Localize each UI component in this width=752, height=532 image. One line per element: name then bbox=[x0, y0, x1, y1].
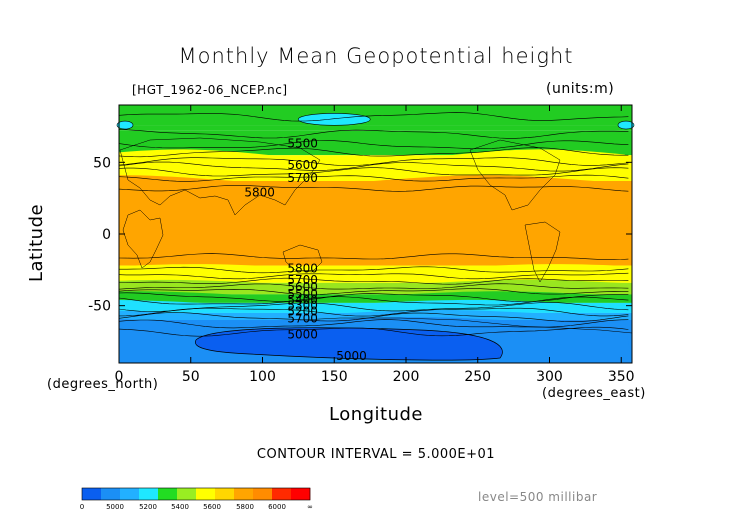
axes: 0 50 100 150 200 250 300 350 -50 0 50 bbox=[88, 104, 635, 385]
y-tick-label: 0 bbox=[102, 227, 111, 243]
contour-label: 5000 bbox=[287, 327, 318, 341]
plot-area bbox=[116, 105, 635, 363]
band-edge bbox=[119, 299, 632, 313]
colorbar-frame bbox=[81, 487, 311, 501]
contour-labels: 5500560057005800580057005600550054005300… bbox=[244, 137, 366, 363]
band-edge bbox=[119, 291, 632, 303]
colorbar-swatch bbox=[139, 488, 159, 500]
colorbar-swatch bbox=[253, 488, 273, 500]
coastline bbox=[299, 317, 633, 334]
contour-line bbox=[118, 157, 629, 166]
y-unit-label: (degrees_north) bbox=[47, 377, 159, 392]
units-label: (units:m) bbox=[546, 81, 615, 97]
x-tick-label: 0 bbox=[115, 369, 124, 385]
contour-label: 5400 bbox=[287, 293, 318, 307]
x-unit-label: (degrees_east) bbox=[542, 386, 646, 401]
contour-line bbox=[118, 174, 629, 182]
contour-label: 5600 bbox=[287, 280, 318, 294]
x-tick-label: 350 bbox=[608, 369, 635, 385]
coastline bbox=[524, 221, 561, 283]
contour-line bbox=[118, 302, 629, 312]
x-tick-label: 100 bbox=[249, 369, 276, 385]
contour-line bbox=[118, 185, 629, 192]
colorbar-swatch bbox=[215, 488, 235, 500]
contour-interval-text: CONTOUR INTERVAL = 5.000E+01 bbox=[256, 447, 496, 462]
contour-line bbox=[118, 288, 629, 295]
contour-line bbox=[119, 266, 629, 274]
contour-label: 5800 bbox=[287, 261, 318, 275]
contour-line bbox=[118, 112, 629, 122]
x-tick-label: 250 bbox=[464, 369, 491, 385]
x-tick-label: 150 bbox=[321, 369, 348, 385]
contour-line bbox=[118, 147, 629, 158]
contour-label: 5600 bbox=[287, 158, 318, 172]
colorbar-label: 5800 bbox=[236, 503, 254, 511]
contour-line bbox=[119, 277, 629, 285]
level-text: level=500 millibar bbox=[478, 490, 598, 504]
band-edge bbox=[119, 264, 632, 283]
antarctic-low bbox=[194, 327, 503, 361]
contour-label: 5000 bbox=[336, 349, 367, 363]
contour-line bbox=[118, 167, 629, 177]
contour-line bbox=[118, 283, 629, 290]
arctic-low-edge bbox=[617, 120, 635, 130]
x-tick-label: 50 bbox=[182, 369, 200, 385]
y-tick-label: -50 bbox=[88, 299, 111, 315]
contour-label: 5500 bbox=[287, 137, 318, 151]
band-edge bbox=[119, 149, 632, 181]
band-edge bbox=[119, 310, 632, 320]
colorbar-label: ∞ bbox=[307, 503, 313, 511]
contour-line bbox=[118, 140, 629, 150]
source-filename: [HGT_1962-06_NCEP.nc] bbox=[132, 83, 288, 97]
contour-label: 5700 bbox=[287, 273, 318, 287]
band-edge bbox=[119, 175, 632, 266]
chart-title: Monthly Mean Geopotential height bbox=[178, 44, 574, 68]
colorbar-swatch bbox=[196, 488, 216, 500]
colorbar-swatch bbox=[82, 488, 102, 500]
contour-line bbox=[118, 312, 629, 322]
colorbar-swatch bbox=[291, 488, 311, 500]
colorbar-label: 0 bbox=[80, 503, 84, 511]
band bbox=[119, 105, 632, 126]
colorbar-label: 5400 bbox=[171, 503, 189, 511]
coastline bbox=[122, 209, 164, 269]
colorbar-swatch bbox=[234, 488, 254, 500]
colorbar: 0 5000 5200 5400 5600 5800 6000 ∞ bbox=[80, 487, 313, 511]
colorbar-swatch bbox=[120, 488, 140, 500]
contour-label: 5700 bbox=[287, 312, 318, 326]
y-axis-label-text: Latitude bbox=[26, 203, 47, 282]
colorbar-label: 6000 bbox=[268, 503, 286, 511]
x-tick-label: 200 bbox=[393, 369, 420, 385]
coastline bbox=[282, 244, 323, 273]
x-axis-label: Longitude bbox=[328, 404, 424, 425]
contour-label: 5300 bbox=[287, 299, 318, 313]
contour-label: 5800 bbox=[244, 185, 275, 199]
contour-line bbox=[118, 129, 629, 139]
contour-line bbox=[118, 253, 629, 260]
contour-label: 5500 bbox=[287, 287, 318, 301]
contour-label: 5200 bbox=[287, 304, 318, 318]
colorbar-swatch bbox=[158, 488, 178, 500]
contour-line bbox=[118, 272, 629, 280]
band bbox=[119, 125, 632, 131]
colorbar-label: 5000 bbox=[106, 503, 124, 511]
contour-line bbox=[118, 307, 629, 317]
contour-line bbox=[118, 161, 629, 172]
arctic-low bbox=[297, 113, 371, 126]
colorbar-swatch bbox=[101, 488, 121, 500]
contour-line bbox=[118, 326, 629, 337]
colorbar-swatch bbox=[177, 488, 197, 500]
coastline bbox=[469, 139, 561, 211]
colorbar-swatch bbox=[272, 488, 292, 500]
arctic-low-edge bbox=[116, 120, 134, 130]
colorbar-label: 5200 bbox=[139, 503, 157, 511]
contour-label: 5700 bbox=[287, 171, 318, 185]
y-tick-label: 50 bbox=[93, 155, 111, 171]
colorbar-label: 5600 bbox=[203, 503, 221, 511]
coastline bbox=[119, 137, 321, 216]
x-tick-label: 300 bbox=[536, 369, 563, 385]
contour-line bbox=[118, 292, 629, 303]
contour-line bbox=[118, 296, 629, 306]
